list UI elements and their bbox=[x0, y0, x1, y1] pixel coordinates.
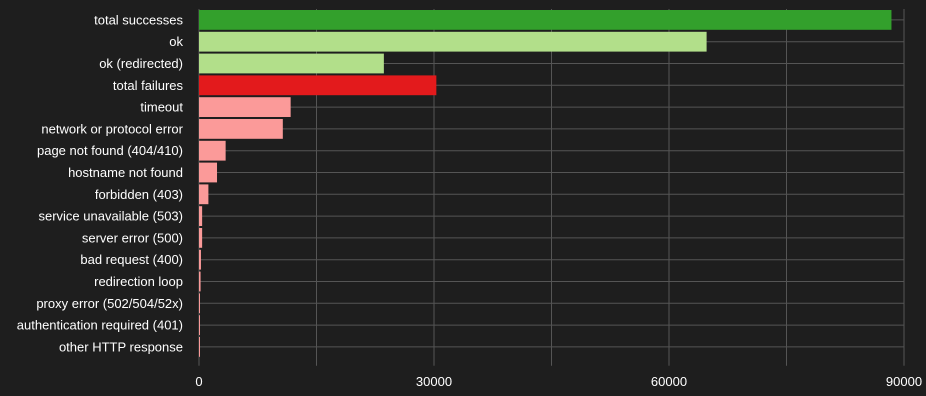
bar bbox=[199, 162, 218, 183]
bar bbox=[199, 184, 209, 205]
category-label: hostname not found bbox=[68, 165, 183, 180]
category-label: other HTTP response bbox=[59, 339, 183, 354]
category-label: bad request (400) bbox=[80, 252, 183, 267]
bars bbox=[199, 10, 892, 357]
bar bbox=[199, 206, 203, 226]
bar bbox=[199, 10, 892, 30]
bar bbox=[199, 75, 437, 96]
bar bbox=[199, 293, 200, 314]
bar bbox=[199, 337, 200, 357]
category-label: network or protocol error bbox=[41, 121, 183, 136]
category-label: ok bbox=[169, 34, 183, 49]
bar bbox=[199, 228, 203, 248]
bar bbox=[199, 31, 707, 52]
category-label: page not found (404/410) bbox=[37, 143, 183, 158]
category-label: total successes bbox=[94, 12, 183, 27]
category-label: forbidden (403) bbox=[95, 187, 183, 202]
category-label: server error (500) bbox=[82, 230, 183, 245]
x-tick-label: 90000 bbox=[886, 374, 922, 389]
category-label: timeout bbox=[140, 100, 183, 115]
bar bbox=[199, 249, 201, 270]
category-label: authentication required (401) bbox=[17, 318, 183, 333]
category-label: total failures bbox=[113, 78, 184, 93]
bar bbox=[199, 97, 291, 117]
category-label: proxy error (502/504/52x) bbox=[36, 296, 183, 311]
category-labels: total successes ok ok (redirected) total fa… bbox=[17, 12, 184, 354]
bar bbox=[199, 119, 283, 139]
bar bbox=[199, 315, 200, 335]
x-tick-label: 0 bbox=[195, 374, 202, 389]
x-tick-label: 30000 bbox=[416, 374, 452, 389]
bar bbox=[199, 140, 226, 161]
category-label: redirection loop bbox=[94, 274, 183, 289]
x-tick-label: 60000 bbox=[651, 374, 687, 389]
category-label: service unavailable (503) bbox=[38, 209, 183, 224]
x-axis-ticks: 0 30000 60000 90000 bbox=[195, 374, 922, 389]
category-label: ok (redirected) bbox=[99, 56, 183, 71]
bar bbox=[199, 271, 201, 292]
bar bbox=[199, 53, 384, 74]
